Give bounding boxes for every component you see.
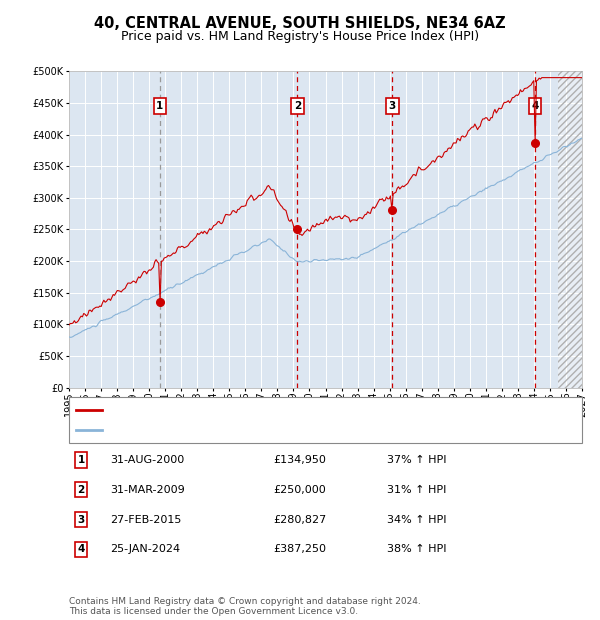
Text: 4: 4: [77, 544, 85, 554]
Text: 25-JAN-2024: 25-JAN-2024: [110, 544, 180, 554]
Bar: [558, 71, 582, 388]
Text: 38% ↑ HPI: 38% ↑ HPI: [387, 544, 446, 554]
Text: 31-MAR-2009: 31-MAR-2009: [110, 485, 185, 495]
Text: £134,950: £134,950: [273, 455, 326, 465]
Text: Contains HM Land Registry data © Crown copyright and database right 2024.: Contains HM Land Registry data © Crown c…: [69, 597, 421, 606]
Bar: [558, 71, 582, 388]
Text: £250,000: £250,000: [273, 485, 326, 495]
Text: 1: 1: [77, 455, 85, 465]
Text: 37% ↑ HPI: 37% ↑ HPI: [387, 455, 446, 465]
Text: 3: 3: [389, 101, 396, 111]
Text: 1: 1: [156, 101, 164, 111]
Text: £387,250: £387,250: [273, 544, 326, 554]
Text: 31% ↑ HPI: 31% ↑ HPI: [387, 485, 446, 495]
Text: 2: 2: [77, 485, 85, 495]
Text: 34% ↑ HPI: 34% ↑ HPI: [387, 515, 446, 525]
Text: HPI: Average price, detached house, South Tyneside: HPI: Average price, detached house, Sout…: [105, 425, 396, 435]
Text: 40, CENTRAL AVENUE, SOUTH SHIELDS, NE34 6AZ (detached house): 40, CENTRAL AVENUE, SOUTH SHIELDS, NE34 …: [105, 405, 487, 415]
Text: Price paid vs. HM Land Registry's House Price Index (HPI): Price paid vs. HM Land Registry's House …: [121, 30, 479, 43]
Text: 31-AUG-2000: 31-AUG-2000: [110, 455, 184, 465]
Text: £280,827: £280,827: [273, 515, 326, 525]
Text: 27-FEB-2015: 27-FEB-2015: [110, 515, 181, 525]
Text: 2: 2: [294, 101, 301, 111]
Text: 40, CENTRAL AVENUE, SOUTH SHIELDS, NE34 6AZ: 40, CENTRAL AVENUE, SOUTH SHIELDS, NE34 …: [94, 16, 506, 30]
Text: 3: 3: [77, 515, 85, 525]
Text: 4: 4: [532, 101, 539, 111]
Text: This data is licensed under the Open Government Licence v3.0.: This data is licensed under the Open Gov…: [69, 607, 358, 616]
